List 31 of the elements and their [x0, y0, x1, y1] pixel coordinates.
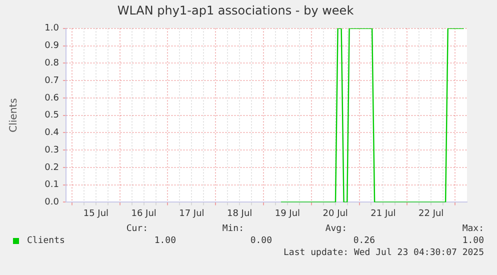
- x-tick-label: 19 Jul: [274, 208, 300, 219]
- x-tick-label: 22 Jul: [418, 208, 444, 219]
- legend-label: Clients: [27, 236, 65, 246]
- y-tick-label: 0.3: [44, 145, 59, 156]
- x-tick-label: 16 Jul: [131, 208, 156, 219]
- text: 0.26: [352, 236, 375, 246]
- y-tick-label: 0.1: [44, 180, 59, 190]
- text: 1.00: [461, 236, 484, 246]
- text: Avg:: [324, 224, 347, 234]
- text: 1.00: [153, 236, 176, 246]
- y-tick-label: 0.2: [44, 162, 59, 173]
- y-axis-title: Clients: [8, 98, 20, 132]
- x-tick-label: 21 Jul: [370, 208, 396, 219]
- y-tick-label: 0.0: [44, 198, 60, 208]
- y-tick-label: 0.4: [44, 128, 60, 138]
- text: Min:: [221, 224, 244, 234]
- y-tick-label: 0.5: [44, 110, 59, 121]
- text: Max:: [461, 224, 484, 234]
- x-tick-label: 15 Jul: [83, 208, 109, 219]
- text: Cur:: [125, 224, 148, 234]
- y-tick-label: 1.0: [44, 24, 60, 34]
- y-tick-label: 0.9: [44, 41, 60, 52]
- x-tick-label: 17 Jul: [179, 208, 204, 219]
- y-tick-label: 0.6: [44, 93, 60, 104]
- text: Last update: Wed Jul 23 04:30:07 2025: [284, 248, 484, 258]
- x-tick-label: 18 Jul: [226, 208, 252, 219]
- text: 0.00: [249, 236, 272, 246]
- y-tick-label: 0.7: [44, 76, 59, 86]
- x-tick-label: 20 Jul: [322, 208, 348, 219]
- y-tick-label: 0.8: [44, 58, 60, 69]
- chart-title: WLAN phy1-ap1 associations - by week: [117, 3, 354, 18]
